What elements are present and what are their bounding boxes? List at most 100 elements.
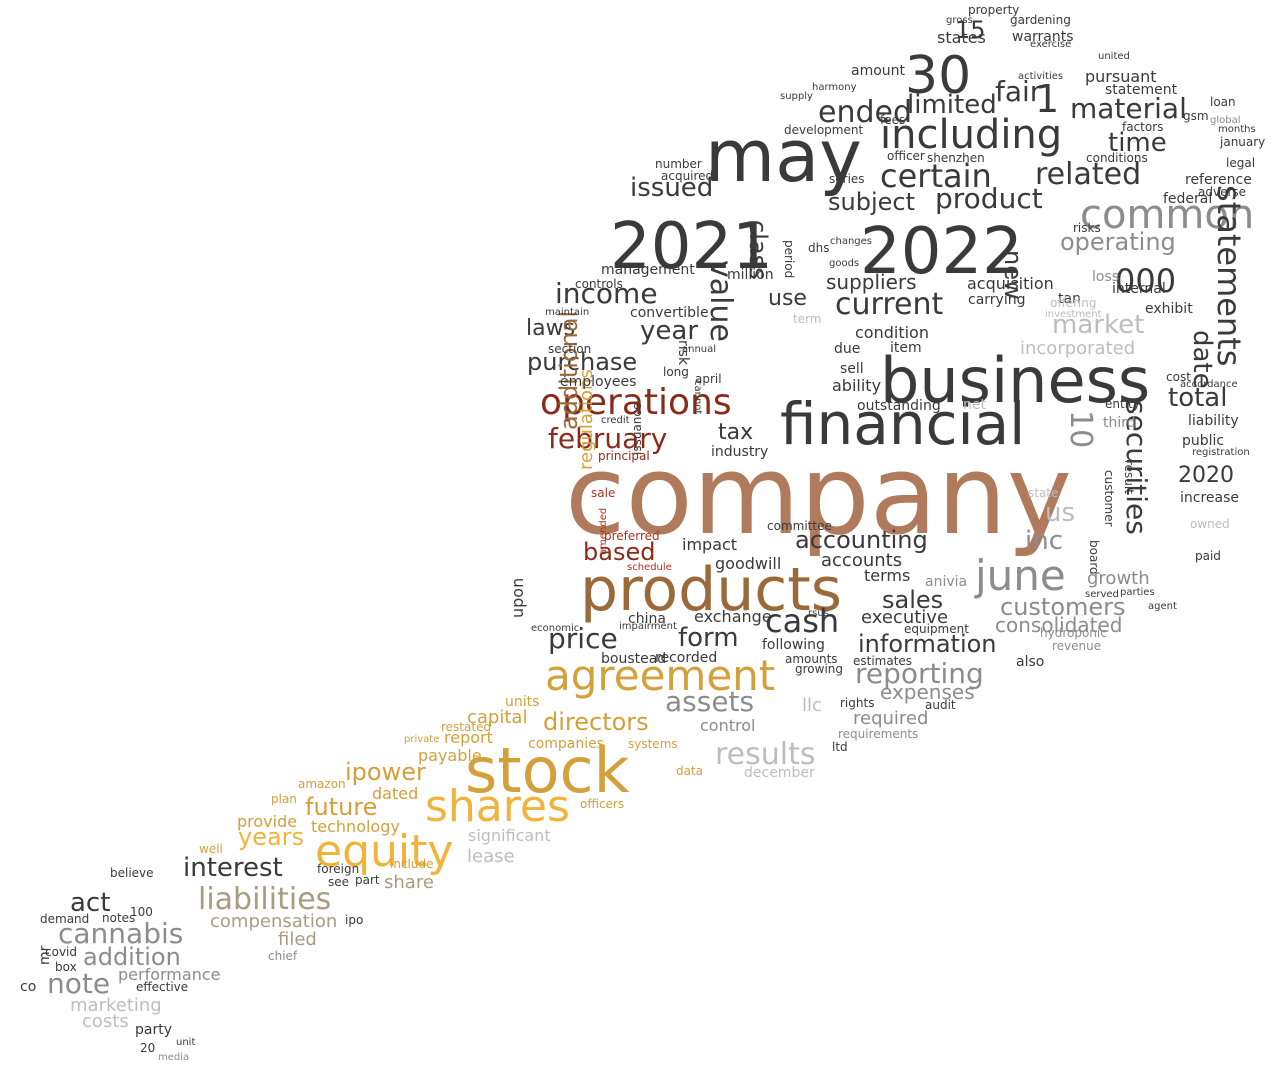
word-lease: lease	[467, 846, 515, 867]
word-performance: performance	[118, 965, 221, 984]
word-stock: stock	[465, 734, 630, 807]
word-including: including	[880, 112, 1063, 158]
word-gross: gross	[946, 15, 973, 26]
word-price: price	[548, 622, 618, 655]
word-private: private	[404, 734, 440, 745]
word-operations: operations	[540, 382, 732, 423]
word-data: data	[676, 764, 704, 778]
word-adverse: adverse	[1198, 185, 1247, 199]
word-supply: supply	[780, 91, 813, 102]
word-growth: growth	[1087, 568, 1150, 589]
word-000: 000	[1115, 262, 1177, 300]
word-ltd: ltd	[832, 740, 848, 754]
word-exhibit: exhibit	[1145, 301, 1193, 317]
word-january: january	[1220, 135, 1266, 149]
word-well: well	[199, 842, 223, 856]
word-executive: executive	[861, 607, 949, 628]
word-acquired: acquired	[661, 169, 714, 183]
word-term: term	[793, 312, 822, 326]
word-plan: plan	[271, 792, 297, 806]
word-preferred: preferred	[604, 529, 660, 543]
word-product: product	[935, 182, 1043, 215]
word-third: third	[1103, 415, 1136, 431]
word-increase: increase	[1180, 490, 1240, 506]
word-amended: amended	[598, 507, 609, 555]
word-cannot: cannot	[692, 380, 703, 415]
word-liabilities: liabilities	[198, 882, 332, 917]
word-market: market	[1052, 310, 1145, 340]
word-industry: industry	[711, 444, 769, 460]
word-risk: risk	[675, 340, 691, 366]
word-equity: equity	[315, 826, 454, 877]
word-include: include	[390, 857, 434, 871]
word-100: 100	[130, 905, 153, 919]
word-officers: officers	[580, 797, 625, 811]
word-accounting: accounting	[795, 526, 928, 554]
word-rsus: rsus	[808, 608, 829, 619]
word-income: income	[555, 277, 658, 310]
word-boustead: boustead	[601, 651, 667, 667]
word-reference: reference	[1185, 172, 1252, 188]
word-loss: loss	[1092, 269, 1120, 285]
word-companies: companies	[528, 736, 605, 752]
word-board: board	[1087, 540, 1101, 575]
word-expenses: expenses	[880, 680, 975, 704]
word-cost: cost	[1166, 370, 1191, 384]
word-year: year	[640, 316, 699, 346]
word-units: units	[505, 694, 540, 710]
word-issued: issued	[630, 173, 714, 203]
word-box: box	[55, 960, 77, 974]
word-officer: officer	[887, 149, 925, 163]
word-inc: inc	[1025, 526, 1063, 556]
word-period: period	[782, 240, 796, 279]
word-changes: changes	[830, 236, 873, 247]
word-agreement: agreement	[545, 651, 776, 700]
word-30: 30	[905, 46, 972, 106]
word-public: public	[1182, 433, 1225, 449]
word-customers: customers	[1000, 593, 1126, 621]
word-business: business	[880, 344, 1151, 417]
word-warrants: warrants	[1012, 29, 1074, 45]
word-upon: upon	[508, 577, 527, 618]
word-conditions: conditions	[1086, 151, 1148, 165]
word-credit: credit	[601, 415, 630, 426]
word-long: long	[663, 365, 689, 379]
word-maintain: maintain	[545, 307, 590, 318]
word-media: media	[158, 1052, 190, 1063]
word-shares: shares	[425, 781, 570, 832]
word-laws: laws	[526, 316, 576, 341]
word-following: following	[762, 637, 825, 653]
word-amazon: amazon	[298, 777, 346, 791]
word-parties: parties	[1120, 587, 1155, 598]
word-gardening: gardening	[1010, 13, 1071, 27]
word-capital: capital	[467, 707, 528, 728]
word-global: global	[1210, 115, 1241, 126]
word-result: result	[1122, 460, 1136, 494]
word-growing: growing	[795, 662, 843, 676]
word-liability: liability	[1188, 413, 1239, 429]
word-exercise: exercise	[1030, 39, 1072, 50]
word-believe: believe	[110, 866, 154, 880]
word-outstanding: outstanding	[857, 398, 941, 414]
word-certain: certain	[880, 157, 992, 195]
word-series: series	[829, 172, 865, 186]
word-accordance: accordance	[1180, 379, 1238, 390]
word-2021: 2021	[610, 210, 773, 284]
word-february: february	[548, 422, 668, 455]
word-notes: notes	[102, 911, 136, 925]
word-foreign: foreign	[317, 862, 360, 876]
word-statement: statement	[1105, 82, 1178, 98]
word-subject: subject	[828, 188, 915, 216]
word-restated: restated	[441, 720, 492, 734]
word-number: number	[655, 157, 702, 171]
word-1: 1	[1035, 77, 1060, 121]
word-development: development	[784, 123, 864, 137]
word-sell: sell	[840, 361, 864, 377]
word-company: company	[565, 431, 1072, 559]
word-cannabis: cannabis	[58, 917, 184, 950]
word-states: states	[937, 28, 986, 47]
word-provide: provide	[237, 812, 298, 831]
word-form: form	[678, 623, 739, 653]
word-equipment: equipment	[904, 622, 969, 636]
word-covid: covid	[45, 945, 77, 959]
